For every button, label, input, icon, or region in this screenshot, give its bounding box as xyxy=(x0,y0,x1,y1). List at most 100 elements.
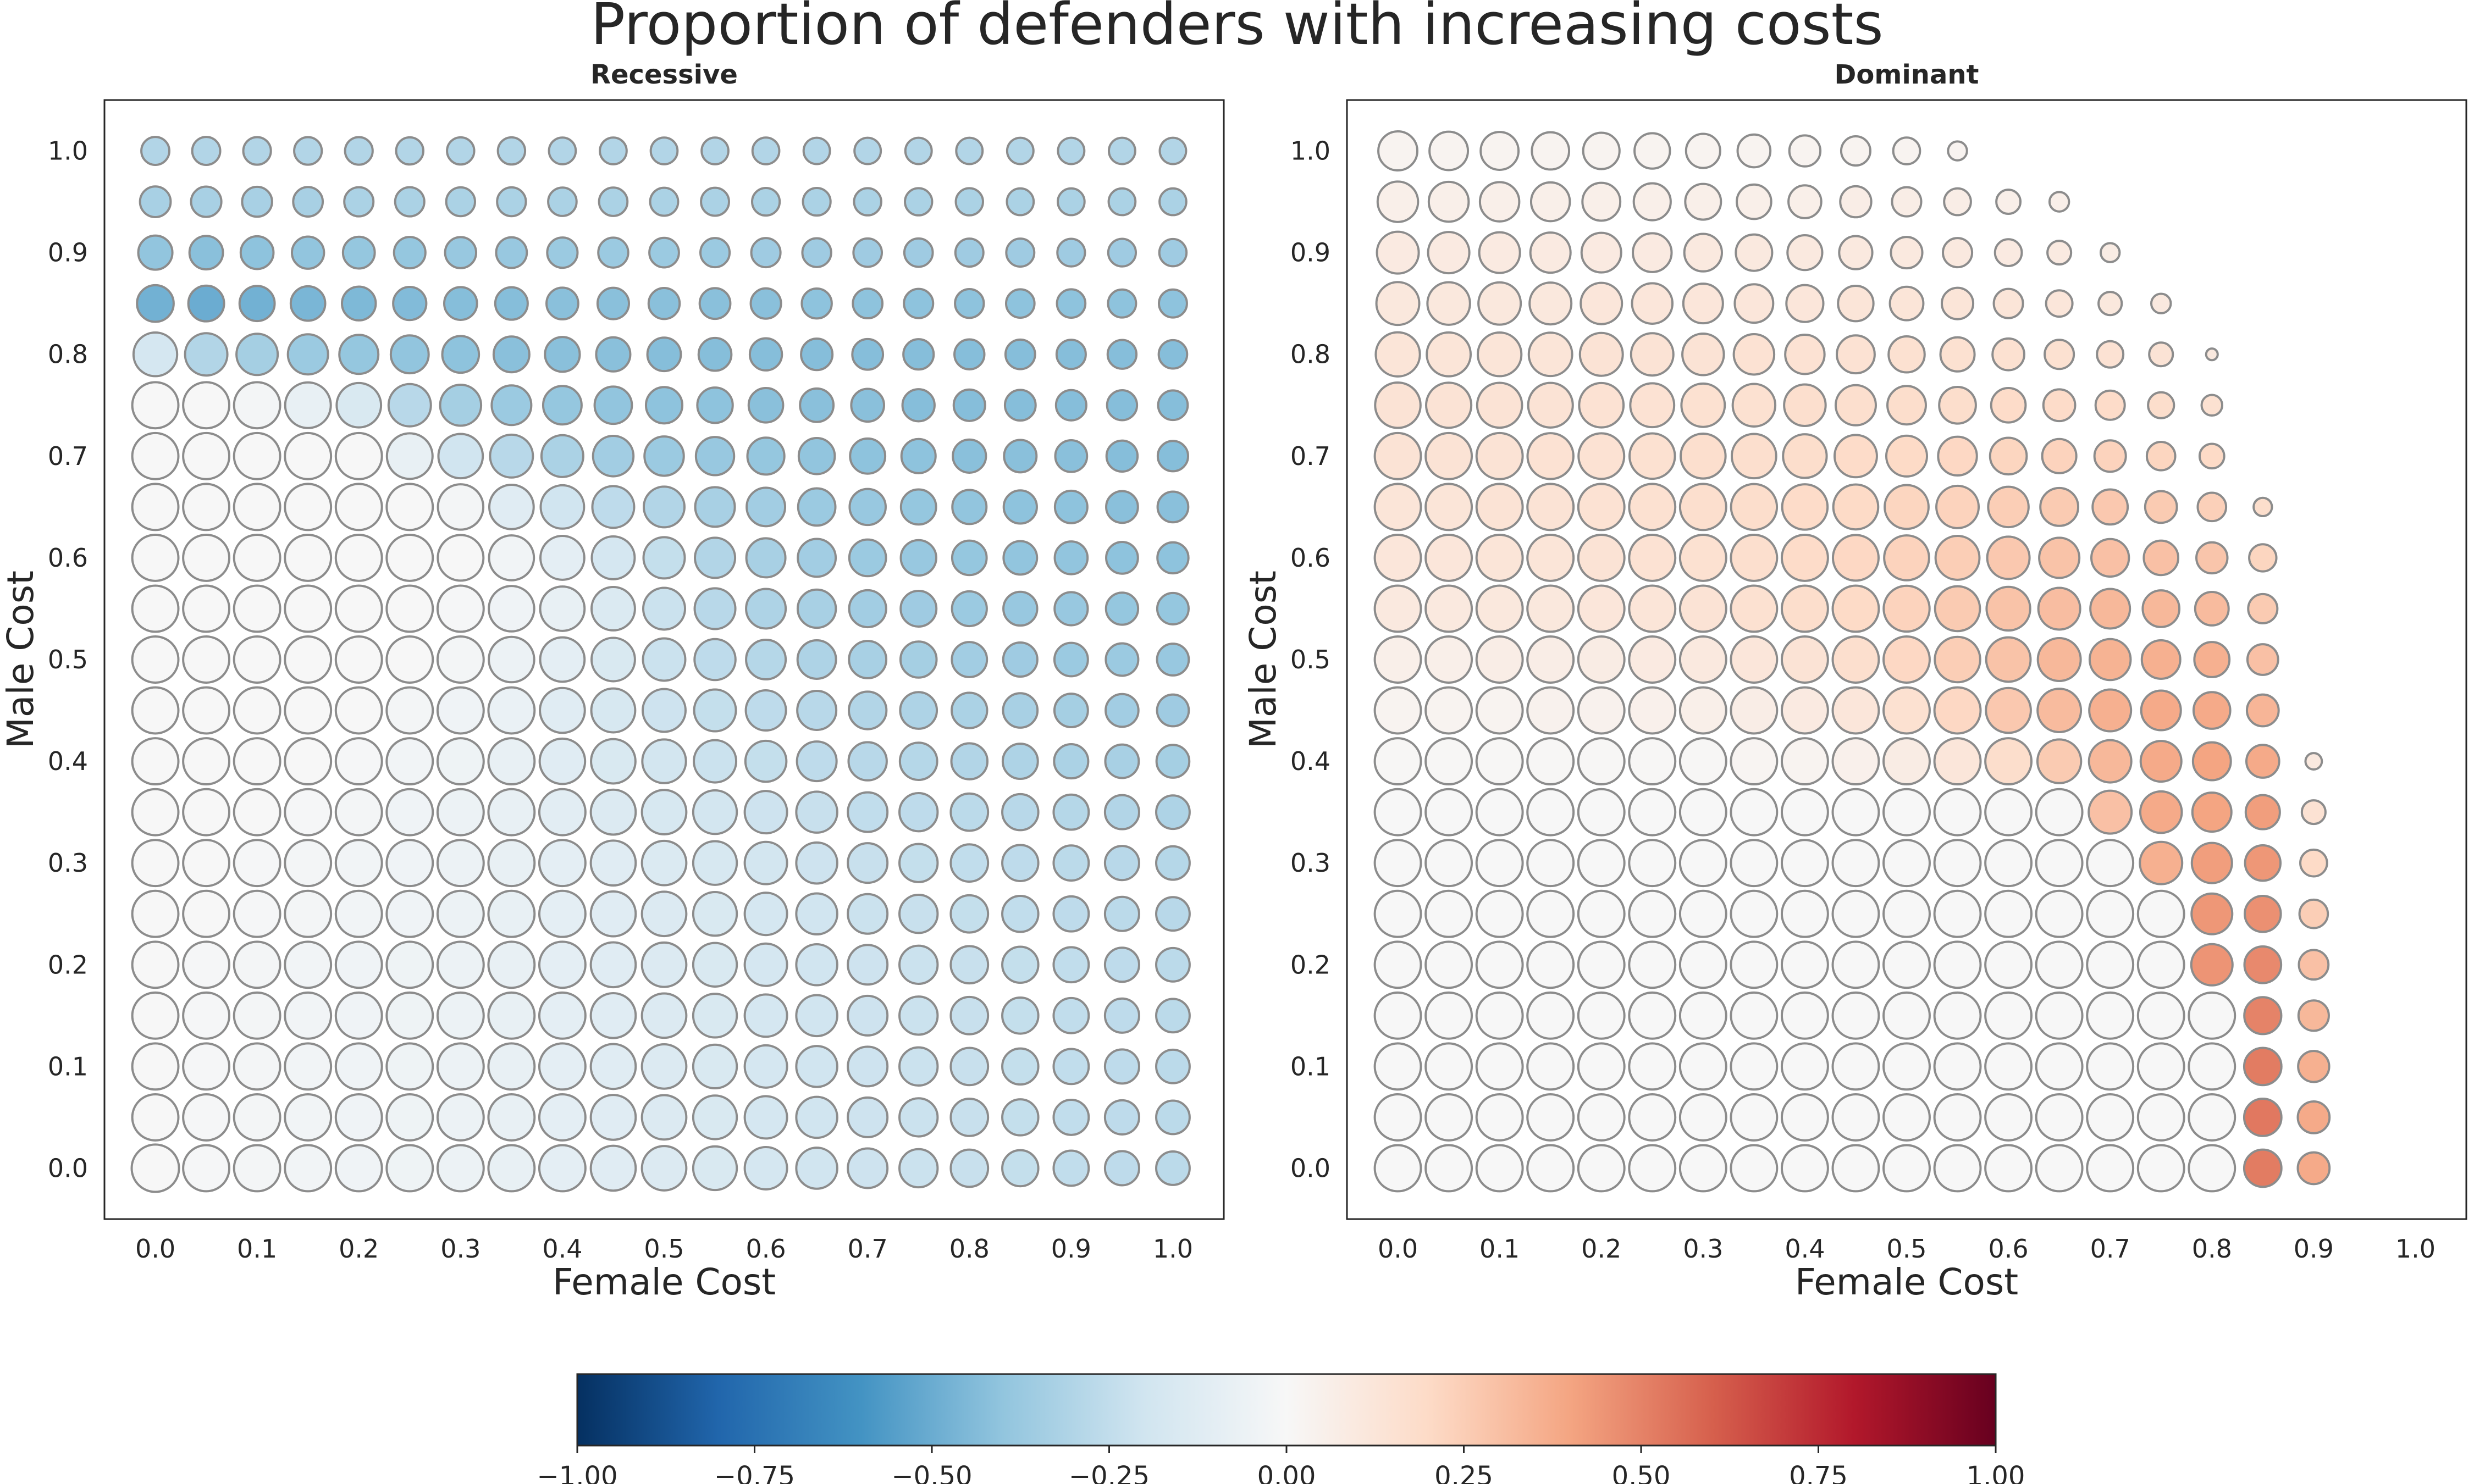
recessive-y-tick-label: 0.5 xyxy=(48,645,88,674)
recessive-marker xyxy=(801,237,832,268)
colorbar-tick-label: −0.25 xyxy=(1069,1461,1150,1484)
dominant-marker xyxy=(1891,186,1923,218)
recessive-marker xyxy=(334,737,383,786)
recessive-marker xyxy=(901,388,936,423)
recessive-marker xyxy=(954,187,984,217)
dominant-marker xyxy=(1987,485,2030,529)
recessive-marker xyxy=(749,287,782,320)
dominant-marker xyxy=(1475,1144,1524,1193)
dominant-marker xyxy=(1424,1093,1473,1142)
recessive-marker xyxy=(1155,794,1191,830)
recessive-marker xyxy=(745,638,787,681)
recessive-y-tick-label: 0.6 xyxy=(48,543,88,573)
recessive-marker xyxy=(899,488,937,526)
dominant-marker xyxy=(1730,433,1777,480)
dominant-marker xyxy=(1580,281,1623,325)
dominant-marker xyxy=(1373,431,1422,480)
dominant-marker xyxy=(1373,1042,1422,1091)
recessive-marker xyxy=(1052,844,1090,882)
recessive-marker xyxy=(949,1098,990,1137)
recessive-marker xyxy=(187,284,225,323)
dominant-marker xyxy=(2035,1093,2084,1142)
recessive-marker xyxy=(597,236,629,269)
dominant-marker xyxy=(2297,1050,2331,1083)
dominant-marker xyxy=(1475,431,1524,480)
colorbar-tick-label: 0.25 xyxy=(1434,1461,1493,1484)
recessive-marker xyxy=(646,336,682,373)
dominant-marker xyxy=(2299,848,2328,878)
dominant-marker xyxy=(1839,185,1873,219)
dominant-marker xyxy=(2094,389,2126,421)
dominant-marker xyxy=(1785,284,1825,323)
dominant-marker xyxy=(1475,1093,1524,1142)
recessive-marker xyxy=(1057,187,1086,217)
recessive-marker xyxy=(591,485,636,529)
dominant-y-tick-label: 0.7 xyxy=(1290,441,1330,471)
recessive-marker xyxy=(904,136,933,165)
recessive-marker xyxy=(131,889,180,938)
recessive-marker xyxy=(743,993,788,1038)
recessive-marker xyxy=(284,686,333,735)
recessive-marker xyxy=(182,381,231,430)
dominant-panel-title: Dominant xyxy=(1835,59,1979,90)
recessive-marker xyxy=(233,1042,281,1091)
recessive-marker xyxy=(589,1094,637,1141)
dominant-marker xyxy=(2044,339,2075,370)
dominant-marker xyxy=(2140,639,2182,680)
dominant-marker xyxy=(1984,737,2033,786)
recessive-marker xyxy=(898,944,939,985)
dominant-marker xyxy=(1730,1093,1779,1142)
recessive-marker xyxy=(385,533,434,582)
dominant-marker xyxy=(1733,283,1775,324)
recessive-marker xyxy=(334,1093,383,1142)
dominant-marker xyxy=(1526,483,1575,531)
dominant-marker xyxy=(1786,234,1824,272)
dominant-marker xyxy=(1933,1042,1982,1091)
dominant-marker xyxy=(1679,432,1727,480)
recessive-marker xyxy=(899,589,938,628)
recessive-x-tick-label: 0.0 xyxy=(135,1234,175,1264)
recessive-marker xyxy=(847,791,889,833)
recessive-marker xyxy=(898,791,939,833)
dominant-marker xyxy=(1478,181,1521,223)
recessive-marker xyxy=(1103,997,1140,1034)
recessive-marker xyxy=(184,332,229,377)
dominant-marker xyxy=(2088,688,2133,733)
dominant-marker xyxy=(1933,737,1982,786)
recessive-marker xyxy=(131,635,180,684)
dominant-marker xyxy=(2147,391,2175,419)
dominant-marker xyxy=(1373,1144,1422,1193)
colorbar-tick-label: −0.50 xyxy=(891,1461,972,1484)
recessive-marker xyxy=(436,1093,485,1142)
dominant-marker xyxy=(1683,232,1723,273)
dominant-marker xyxy=(1678,635,1727,684)
dominant-marker xyxy=(1993,238,2023,267)
dominant-marker xyxy=(1831,1093,1880,1142)
dominant-marker xyxy=(1732,333,1776,376)
dominant-marker xyxy=(1424,737,1473,786)
dominant-marker xyxy=(1730,1042,1779,1091)
dominant-marker xyxy=(1787,184,1823,219)
dominant-marker xyxy=(1475,483,1524,531)
recessive-marker xyxy=(495,236,528,269)
dominant-marker xyxy=(1479,131,1520,171)
dominant-marker xyxy=(1831,686,1880,735)
dominant-marker xyxy=(2244,894,2282,933)
dominant-marker xyxy=(1933,839,1982,888)
recessive-marker xyxy=(692,1043,738,1090)
recessive-marker xyxy=(949,945,990,985)
recessive-marker xyxy=(852,287,884,320)
dominant-marker xyxy=(1577,483,1626,531)
recessive-marker xyxy=(954,288,985,319)
recessive-marker xyxy=(1006,136,1035,165)
dominant-marker xyxy=(1933,1093,1982,1142)
dominant-marker xyxy=(2136,1144,2185,1193)
recessive-marker xyxy=(693,638,737,682)
recessive-marker xyxy=(233,584,281,633)
recessive-x-tick-label: 0.7 xyxy=(848,1234,888,1264)
recessive-marker xyxy=(182,1042,231,1091)
recessive-marker xyxy=(640,992,688,1039)
dominant-markers xyxy=(1373,130,2331,1193)
dominant-marker xyxy=(1427,231,1471,275)
dominant-marker xyxy=(2035,1144,2084,1193)
